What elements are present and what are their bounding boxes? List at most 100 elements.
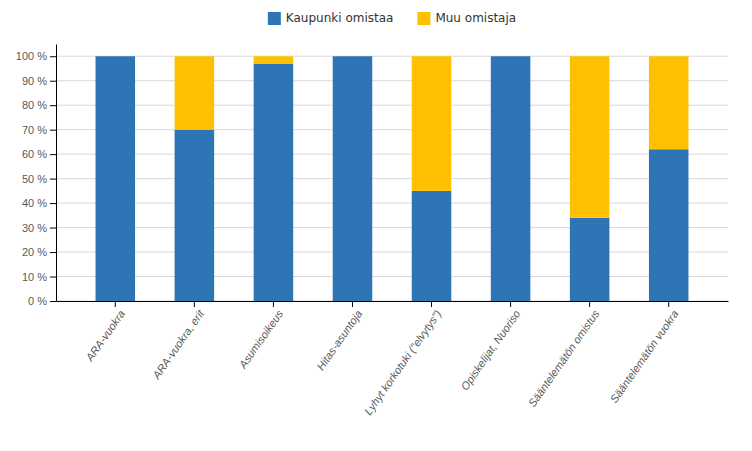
x-tick: Lyhyt korkotuki ("elvytys") bbox=[362, 301, 444, 417]
x-tick-mark bbox=[273, 301, 274, 307]
y-tick-mark bbox=[50, 105, 56, 106]
x-tick-label: ARA-vuokra, erit bbox=[150, 307, 207, 382]
x-tick-label: Sääntelemätön vuokra bbox=[608, 308, 681, 405]
grid-line bbox=[56, 227, 728, 228]
x-tick-label: Hitas-asuntoja bbox=[314, 308, 364, 372]
grid-line bbox=[56, 276, 728, 277]
bar bbox=[649, 56, 689, 149]
grid-line bbox=[56, 129, 728, 130]
y-tick: 70 % bbox=[22, 124, 56, 136]
y-tick-label: 40 % bbox=[22, 197, 47, 209]
y-tick-label: 60 % bbox=[22, 148, 47, 160]
bars bbox=[96, 56, 689, 301]
bar bbox=[412, 191, 452, 301]
x-tick: Hitas-asuntoja bbox=[314, 301, 364, 372]
y-tick-label: 30 % bbox=[22, 222, 47, 234]
legend-label: Muu omistaja bbox=[435, 11, 516, 25]
y-tick: 60 % bbox=[22, 148, 56, 160]
bar bbox=[570, 56, 610, 218]
y-tick-mark bbox=[50, 179, 56, 180]
legend-swatch bbox=[268, 12, 281, 25]
y-tick-mark bbox=[50, 56, 56, 57]
grid-line bbox=[56, 56, 728, 57]
y-tick: 90 % bbox=[22, 75, 56, 87]
y-tick-mark bbox=[50, 252, 56, 253]
y-tick: 80 % bbox=[22, 99, 56, 111]
x-tick-label: Lyhyt korkotuki ("elvytys") bbox=[362, 308, 444, 418]
bar bbox=[491, 56, 531, 301]
y-tick-mark bbox=[50, 228, 56, 229]
y-tick-mark bbox=[50, 81, 56, 82]
bar bbox=[333, 56, 373, 57]
y-tick-label: 100 % bbox=[16, 50, 47, 62]
y-tick-mark bbox=[50, 277, 56, 278]
x-tick-label: Opiskelijat, Nuoriso bbox=[458, 308, 522, 393]
x-tick-label: Sääntelemätön omistus bbox=[526, 307, 602, 408]
bar bbox=[412, 56, 452, 191]
x-tick: Opiskelijat, Nuoriso bbox=[458, 301, 522, 392]
grid-line bbox=[56, 178, 728, 179]
bar bbox=[333, 56, 373, 301]
y-tick: 40 % bbox=[22, 197, 56, 209]
x-tick: ARA-vuokra bbox=[83, 301, 127, 364]
x-tick-mark bbox=[510, 301, 511, 307]
bar bbox=[96, 56, 136, 57]
bar bbox=[254, 64, 294, 301]
x-tick-label: ARA-vuokra bbox=[83, 308, 127, 364]
x-tick-mark bbox=[115, 301, 116, 307]
x-tick: ARA-vuokra, erit bbox=[150, 301, 207, 382]
y-tick-label: 20 % bbox=[22, 246, 47, 258]
grid-line bbox=[56, 154, 728, 155]
y-tick-label: 50 % bbox=[22, 173, 47, 185]
grid-line bbox=[56, 80, 728, 81]
bar-series bbox=[96, 56, 689, 301]
bar bbox=[649, 149, 689, 301]
bar bbox=[570, 218, 610, 301]
grid-line bbox=[56, 252, 728, 253]
x-tick: Asumisoikeus bbox=[236, 301, 286, 371]
chart: 0 % 10 % 20 % 30 % 40 % 50 % 60 % 70 % 80 % 90 % 1… bbox=[0, 0, 752, 451]
bar bbox=[491, 56, 531, 57]
y-tick-label: 0 % bbox=[28, 295, 47, 307]
y-axis: 0 % 10 % 20 % 30 % 40 % 50 % 60 % 70 % 80 % 90 % 1… bbox=[16, 45, 57, 308]
x-tick-mark bbox=[668, 301, 669, 307]
y-tick-label: 90 % bbox=[22, 75, 47, 87]
x-tick-mark bbox=[352, 301, 353, 307]
x-tick-mark bbox=[431, 301, 432, 307]
y-tick: 100 % bbox=[16, 50, 56, 62]
bar bbox=[254, 56, 294, 63]
y-tick: 0 % bbox=[28, 295, 56, 307]
y-tick: 50 % bbox=[22, 173, 56, 185]
legend: Kaupunki omistaa Muu omistaja bbox=[268, 11, 516, 25]
x-tick: Sääntelemätön omistus bbox=[526, 301, 602, 409]
bar bbox=[175, 56, 215, 129]
y-tick-label: 10 % bbox=[22, 271, 47, 283]
x-axis-line bbox=[57, 301, 729, 302]
y-tick-mark bbox=[50, 130, 56, 131]
bar bbox=[96, 56, 136, 301]
x-tick-mark bbox=[589, 301, 590, 307]
grid-line bbox=[56, 105, 728, 106]
y-tick: 20 % bbox=[22, 246, 56, 258]
y-axis-line bbox=[56, 45, 57, 302]
grid bbox=[56, 56, 728, 301]
bar bbox=[175, 130, 215, 301]
y-tick-mark bbox=[50, 203, 56, 204]
legend-item: Kaupunki omistaa bbox=[268, 11, 394, 25]
y-tick: 30 % bbox=[22, 222, 56, 234]
plot: 0 % 10 % 20 % 30 % 40 % 50 % 60 % 70 % 80 % 90 % 1… bbox=[16, 45, 729, 418]
grid-line bbox=[56, 301, 728, 302]
x-tick-label: Asumisoikeus bbox=[236, 307, 286, 371]
y-tick-mark bbox=[50, 301, 56, 302]
legend-label: Kaupunki omistaa bbox=[286, 11, 394, 25]
y-tick-mark bbox=[50, 154, 56, 155]
legend-swatch bbox=[417, 12, 430, 25]
legend-item: Muu omistaja bbox=[417, 11, 516, 25]
x-axis: ARA-vuokra ARA-vuokra, erit Asumisoikeus Hi… bbox=[57, 301, 729, 417]
y-tick-label: 70 % bbox=[22, 124, 47, 136]
y-tick-label: 80 % bbox=[22, 99, 47, 111]
x-tick-mark bbox=[194, 301, 195, 307]
x-tick: Sääntelemätön vuokra bbox=[608, 301, 681, 405]
grid-line bbox=[56, 203, 728, 204]
bar-series bbox=[175, 56, 689, 218]
